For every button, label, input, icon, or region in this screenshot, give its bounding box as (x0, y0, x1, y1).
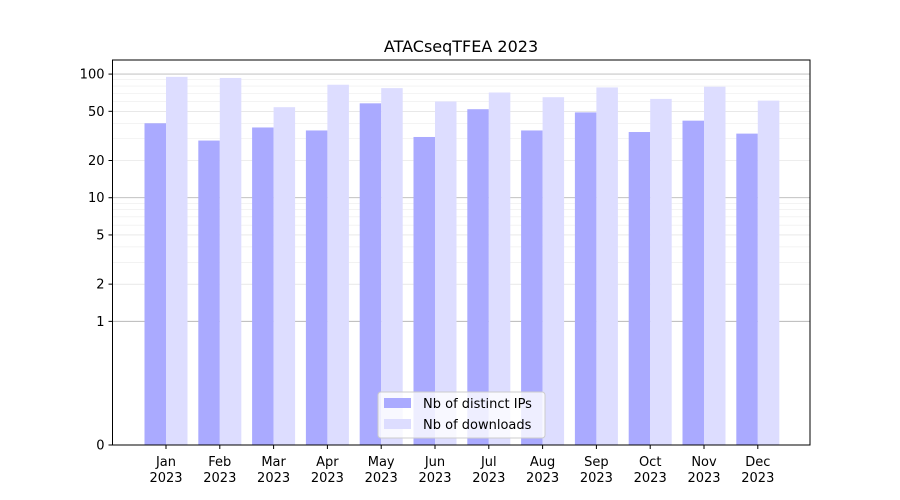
x-tick-label-year: 2023 (526, 471, 559, 486)
y-axis: 0 1 2 5 10 20 50 100 (80, 68, 113, 454)
x-axis: Jan2023Feb2023Mar2023Apr2023May2023Jun20… (149, 445, 774, 486)
x-tick-label-year: 2023 (257, 471, 290, 486)
legend-label: Nb of downloads (423, 418, 532, 433)
bar-distinct-ips (467, 109, 489, 445)
x-tick-label-year: 2023 (203, 471, 236, 486)
legend-box (377, 391, 546, 439)
x-tick-label-year: 2023 (687, 471, 720, 486)
bar-distinct-ips (736, 133, 758, 445)
x-tick-label-month: Aug (530, 455, 555, 470)
y-tick-label: 0 (96, 439, 104, 454)
x-tick-label-year: 2023 (741, 471, 774, 486)
x-tick-label-year: 2023 (311, 471, 344, 486)
bar-downloads (596, 87, 618, 446)
bar-downloads (381, 88, 403, 446)
bar-distinct-ips (144, 123, 166, 445)
x-tick-label-year: 2023 (149, 471, 182, 486)
bar-downloads (488, 92, 511, 446)
x-tick-label-month: Dec (745, 455, 770, 470)
x-tick-label-month: Jun (424, 455, 445, 470)
x-tick-label-month: Feb (208, 455, 231, 470)
legend-label: Nb of distinct IPs (423, 397, 532, 412)
legend-swatch (384, 419, 411, 429)
bar-distinct-ips (521, 130, 543, 445)
x-tick-label-month: Apr (316, 455, 339, 470)
bar-downloads (435, 101, 457, 445)
bar-distinct-ips (198, 140, 220, 445)
x-tick-label-year: 2023 (365, 471, 398, 486)
x-tick-label-month: Sep (584, 455, 609, 470)
x-tick-label-year: 2023 (580, 471, 613, 486)
bar-distinct-ips (574, 112, 597, 446)
bar-distinct-ips (413, 136, 435, 445)
plot-frame (112, 59, 811, 446)
x-tick-label-month: Nov (691, 455, 717, 470)
bar-distinct-ips (682, 120, 704, 446)
x-tick-label-year: 2023 (472, 471, 505, 486)
x-tick-label-month: Oct (639, 455, 661, 470)
x-tick-label-year: 2023 (634, 471, 667, 486)
bar-downloads (542, 97, 565, 446)
legend-swatch (384, 398, 411, 408)
bars (144, 76, 780, 446)
y-tick-label: 100 (80, 68, 105, 83)
chart-title: ATACseqTFEA 2023 (384, 37, 538, 56)
y-tick-label: 20 (88, 154, 105, 169)
x-tick-label-year: 2023 (418, 471, 451, 486)
x-tick-label-month: Jan (155, 455, 176, 470)
bar-distinct-ips (359, 103, 382, 445)
y-tick-label: 5 (96, 228, 104, 243)
bar-distinct-ips (628, 132, 651, 446)
bar-downloads (704, 86, 726, 446)
y-tick-label: 2 (96, 278, 104, 293)
bar-distinct-ips (305, 130, 328, 445)
x-tick-label-month: May (368, 455, 395, 470)
bar-distinct-ips (252, 127, 274, 446)
x-tick-label-month: Mar (261, 455, 286, 470)
y-tick-label: 50 (88, 105, 105, 120)
y-tick-label: 1 (96, 315, 104, 330)
x-tick-label-month: Jul (480, 455, 497, 470)
legend: Nb of distinct IPs Nb of downloads (377, 391, 546, 439)
bar-downloads (757, 100, 780, 445)
y-tick-label: 10 (88, 191, 105, 206)
bar-downloads (273, 107, 296, 445)
bar-downloads (650, 98, 672, 445)
bar-downloads (219, 77, 242, 446)
bar-downloads (166, 76, 188, 445)
bar-downloads (327, 84, 349, 445)
